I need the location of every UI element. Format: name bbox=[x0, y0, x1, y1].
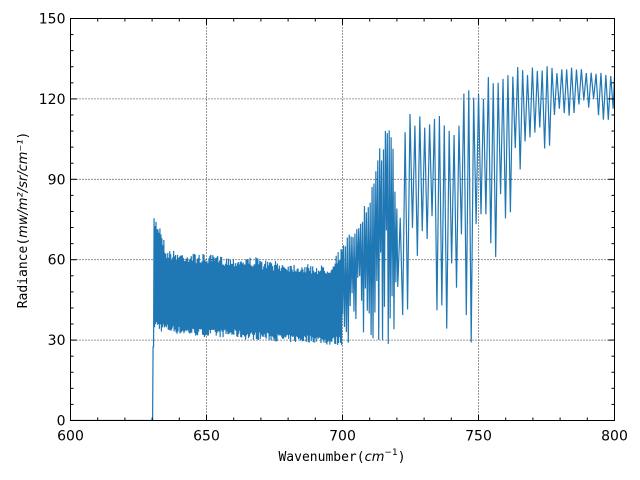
x-axis-label: Wavenumber(cm−1) bbox=[278, 448, 405, 465]
axis-ticks bbox=[70, 18, 615, 421]
y-tick-label: 30 bbox=[48, 333, 66, 349]
x-tick-label: 700 bbox=[329, 429, 356, 445]
y-axis-label: Radiance(mw/m²/sr/cm⁻¹) bbox=[16, 132, 31, 309]
y-tick-label: 90 bbox=[48, 172, 66, 188]
tick-labels: 600 650 700 750 800 0 30 60 90 120 150 bbox=[39, 12, 628, 445]
y-tick-label: 60 bbox=[48, 253, 66, 269]
x-tick-label: 800 bbox=[601, 429, 628, 445]
x-axis-unit-exponent: −1 bbox=[384, 448, 397, 458]
x-axis-label-text: Wavenumber bbox=[278, 450, 356, 465]
y-axis-unit: mw/m²/sr/cm⁻¹ bbox=[16, 140, 31, 238]
x-axis-unit: cm bbox=[365, 450, 385, 465]
y-tick-label: 120 bbox=[39, 92, 66, 108]
y-tick-label: 0 bbox=[57, 414, 66, 430]
x-tick-label: 750 bbox=[465, 429, 492, 445]
x-tick-label: 600 bbox=[57, 429, 84, 445]
radiance-series-line bbox=[70, 66, 615, 421]
y-tick-label: 150 bbox=[39, 12, 66, 28]
spectrum-series bbox=[70, 66, 615, 421]
x-tick-label: 650 bbox=[193, 429, 220, 445]
y-axis-label-text: Radiance bbox=[16, 246, 31, 309]
